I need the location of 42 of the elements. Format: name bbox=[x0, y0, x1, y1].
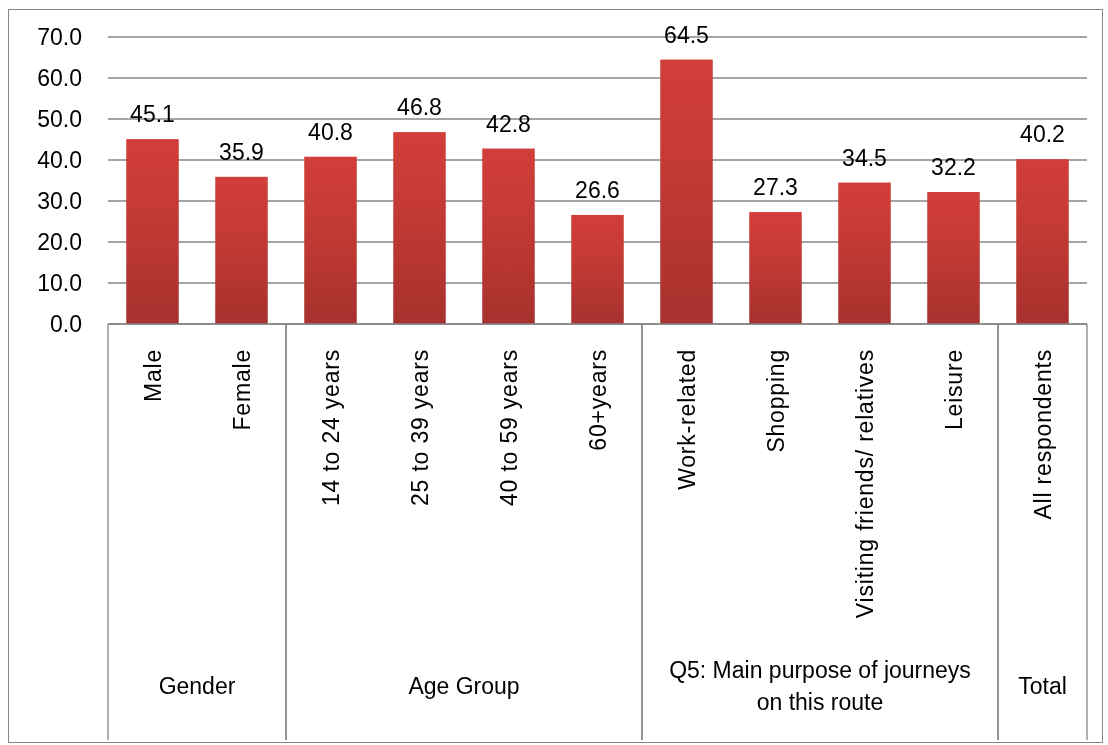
x-axis-title: Q5: Main purpose of journeys on this route bbox=[669, 657, 971, 716]
data-label: 32.2 bbox=[931, 153, 976, 180]
x-tick-label: Male bbox=[139, 349, 166, 403]
data-label: 35.9 bbox=[219, 138, 264, 165]
y-tick-label: 20.0 bbox=[37, 229, 82, 256]
x-axis-title: Total bbox=[1018, 673, 1067, 700]
bar bbox=[393, 132, 446, 324]
x-tick-label: Leisure bbox=[940, 349, 967, 431]
data-label: 27.3 bbox=[753, 174, 798, 201]
data-label: 40.2 bbox=[1020, 121, 1065, 148]
x-tick-label: 60+years bbox=[584, 349, 611, 451]
x-tick-label: 25 to 39 years bbox=[406, 349, 433, 506]
y-tick-label: 30.0 bbox=[37, 188, 82, 215]
y-tick-label: 50.0 bbox=[37, 106, 82, 133]
data-label: 42.8 bbox=[486, 110, 531, 137]
data-label: 45.1 bbox=[130, 101, 175, 128]
data-label: 64.5 bbox=[664, 21, 709, 48]
bar bbox=[304, 156, 357, 324]
bar bbox=[927, 191, 980, 324]
bar bbox=[838, 182, 891, 324]
y-tick-label: 60.0 bbox=[37, 65, 82, 92]
x-tick-label: 14 to 24 years bbox=[317, 349, 344, 506]
x-tick-label: All respondents bbox=[1029, 349, 1056, 520]
x-tick-label: Shopping bbox=[762, 349, 789, 453]
y-tick-label: 70.0 bbox=[37, 24, 82, 51]
x-axis-title: Gender bbox=[158, 673, 236, 700]
data-label: 34.5 bbox=[842, 144, 887, 171]
x-tick-label: 40 to 59 years bbox=[495, 349, 522, 506]
y-tick-label: 40.0 bbox=[37, 147, 82, 174]
y-tick-label: 10.0 bbox=[37, 270, 82, 297]
x-tick-label: Female bbox=[228, 349, 255, 431]
data-label: 46.8 bbox=[397, 94, 442, 121]
bar bbox=[571, 214, 624, 324]
bar bbox=[482, 148, 535, 324]
x-tick-label: Work-related bbox=[673, 349, 700, 490]
bar bbox=[660, 59, 713, 324]
bar bbox=[749, 212, 802, 324]
x-tick-label: Visiting friends/ relatives bbox=[851, 349, 878, 619]
y-tick-label: 0.0 bbox=[50, 311, 82, 338]
x-axis-title: Age Group bbox=[408, 673, 520, 700]
data-label: 26.6 bbox=[575, 176, 620, 203]
data-label: 40.8 bbox=[308, 118, 353, 145]
